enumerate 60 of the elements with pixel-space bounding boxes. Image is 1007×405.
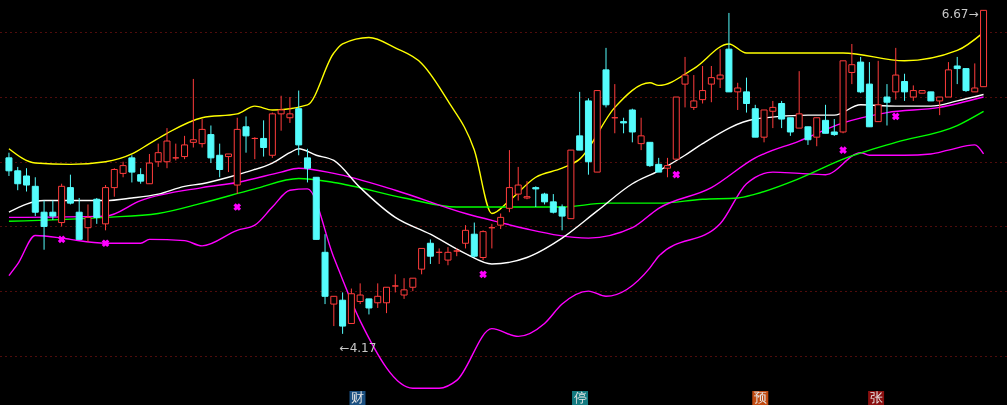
- candlestick: [663, 157, 671, 178]
- annotation: 6.67→: [941, 7, 979, 22]
- point: [233, 203, 242, 211]
- candlestick: [576, 91, 584, 151]
- candlestick: [734, 82, 742, 111]
- candlestick: [470, 222, 478, 258]
- annotation: 预: [753, 390, 767, 405]
- annotation: 财: [350, 390, 364, 405]
- candlestick: [23, 167, 31, 192]
- candlestick: [901, 73, 909, 102]
- candlestick: [383, 286, 390, 314]
- candlestick: [892, 47, 900, 101]
- candlestick: [681, 56, 689, 108]
- candlestick: [699, 65, 707, 105]
- candlestick: [93, 197, 101, 225]
- candlestick: [356, 282, 364, 305]
- candlestick: [374, 282, 382, 309]
- candlestick: [971, 62, 979, 93]
- candlestick: [303, 148, 311, 183]
- candlestick: [532, 185, 540, 208]
- candlestick: [444, 246, 452, 266]
- candlestick: [628, 108, 636, 143]
- candlestick: [813, 117, 821, 147]
- candlestick: [778, 100, 786, 129]
- candlestick: [637, 117, 645, 151]
- candlestick: [391, 273, 399, 293]
- candlestick: [690, 74, 698, 111]
- candlestick: [505, 149, 513, 213]
- candlestick: [84, 203, 92, 243]
- candlestick: [145, 153, 153, 185]
- candlestick: [742, 77, 750, 114]
- candlestick: [462, 224, 470, 249]
- point: [57, 235, 66, 244]
- candlestick: [795, 70, 803, 129]
- annotation: 张: [869, 390, 883, 405]
- candlestick: [128, 154, 136, 183]
- candlestick: [804, 126, 812, 146]
- candlestick: [224, 153, 232, 173]
- candlestick: [822, 104, 830, 134]
- candlestick: [66, 174, 74, 205]
- point: [672, 170, 681, 179]
- point: [891, 112, 900, 121]
- point: [839, 146, 847, 154]
- candlestick: [426, 238, 434, 265]
- candlestick: [883, 83, 891, 127]
- candlestick: [874, 60, 882, 123]
- candlestick: [400, 277, 408, 300]
- candlestick: [716, 48, 724, 89]
- candlestick: [330, 295, 338, 327]
- candlestick: [418, 247, 426, 275]
- candlestick: [707, 65, 715, 103]
- annotation: 停: [573, 390, 587, 405]
- candlestick: [514, 166, 522, 202]
- candlestick: [786, 117, 794, 137]
- candlestick: [260, 119, 268, 158]
- point: [101, 239, 110, 248]
- candlestick: [242, 115, 250, 154]
- candlestick: [936, 96, 944, 116]
- candlestick: [181, 135, 189, 160]
- point: [479, 270, 487, 279]
